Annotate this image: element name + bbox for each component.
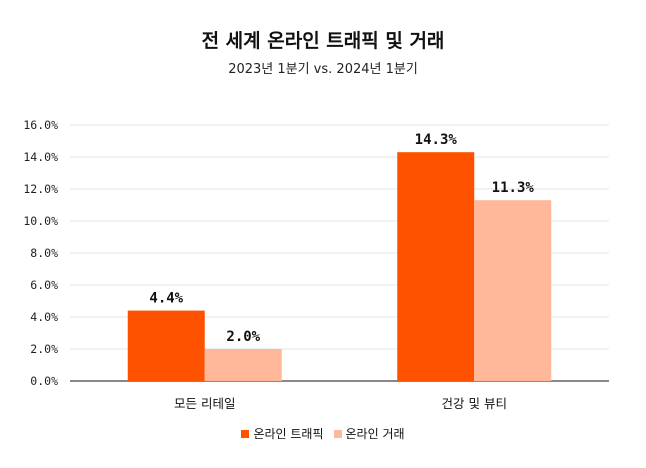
legend-swatch-transactions — [333, 429, 342, 438]
y-tick-label: 12.0% — [23, 182, 58, 196]
data-label: 4.4% — [149, 291, 183, 307]
bar — [127, 310, 205, 381]
y-tick-label: 8.0% — [30, 246, 58, 260]
bar — [204, 349, 282, 381]
legend: 온라인 트래픽 온라인 거래 — [0, 425, 646, 442]
y-tick-label: 2.0% — [30, 342, 58, 356]
data-label: 14.3% — [415, 132, 458, 148]
legend-label-transactions: 온라인 거래 — [345, 427, 405, 441]
bar — [474, 200, 552, 381]
legend-swatch-traffic — [241, 429, 250, 438]
x-category-label: 건강 및 뷰티 — [442, 396, 507, 411]
chart-title: 전 세계 온라인 트래픽 및 거래 — [201, 30, 445, 52]
bar — [397, 152, 475, 381]
chart-subtitle: 2023년 1분기 vs. 2024년 1분기 — [228, 62, 418, 77]
y-tick-label: 14.0% — [23, 150, 58, 164]
legend-label-traffic: 온라인 트래픽 — [253, 427, 324, 441]
legend-item-transactions: 온라인 거래 — [333, 425, 405, 442]
data-label: 2.0% — [226, 329, 260, 345]
data-label: 11.3% — [492, 180, 535, 196]
y-tick-label: 16.0% — [23, 118, 58, 132]
x-category-label: 모든 리테일 — [174, 396, 235, 411]
legend-item-traffic: 온라인 트래픽 — [241, 425, 324, 442]
y-tick-label: 6.0% — [30, 278, 58, 292]
y-tick-label: 10.0% — [23, 214, 58, 228]
y-tick-label: 0.0% — [30, 374, 58, 388]
y-tick-label: 4.0% — [30, 310, 58, 324]
